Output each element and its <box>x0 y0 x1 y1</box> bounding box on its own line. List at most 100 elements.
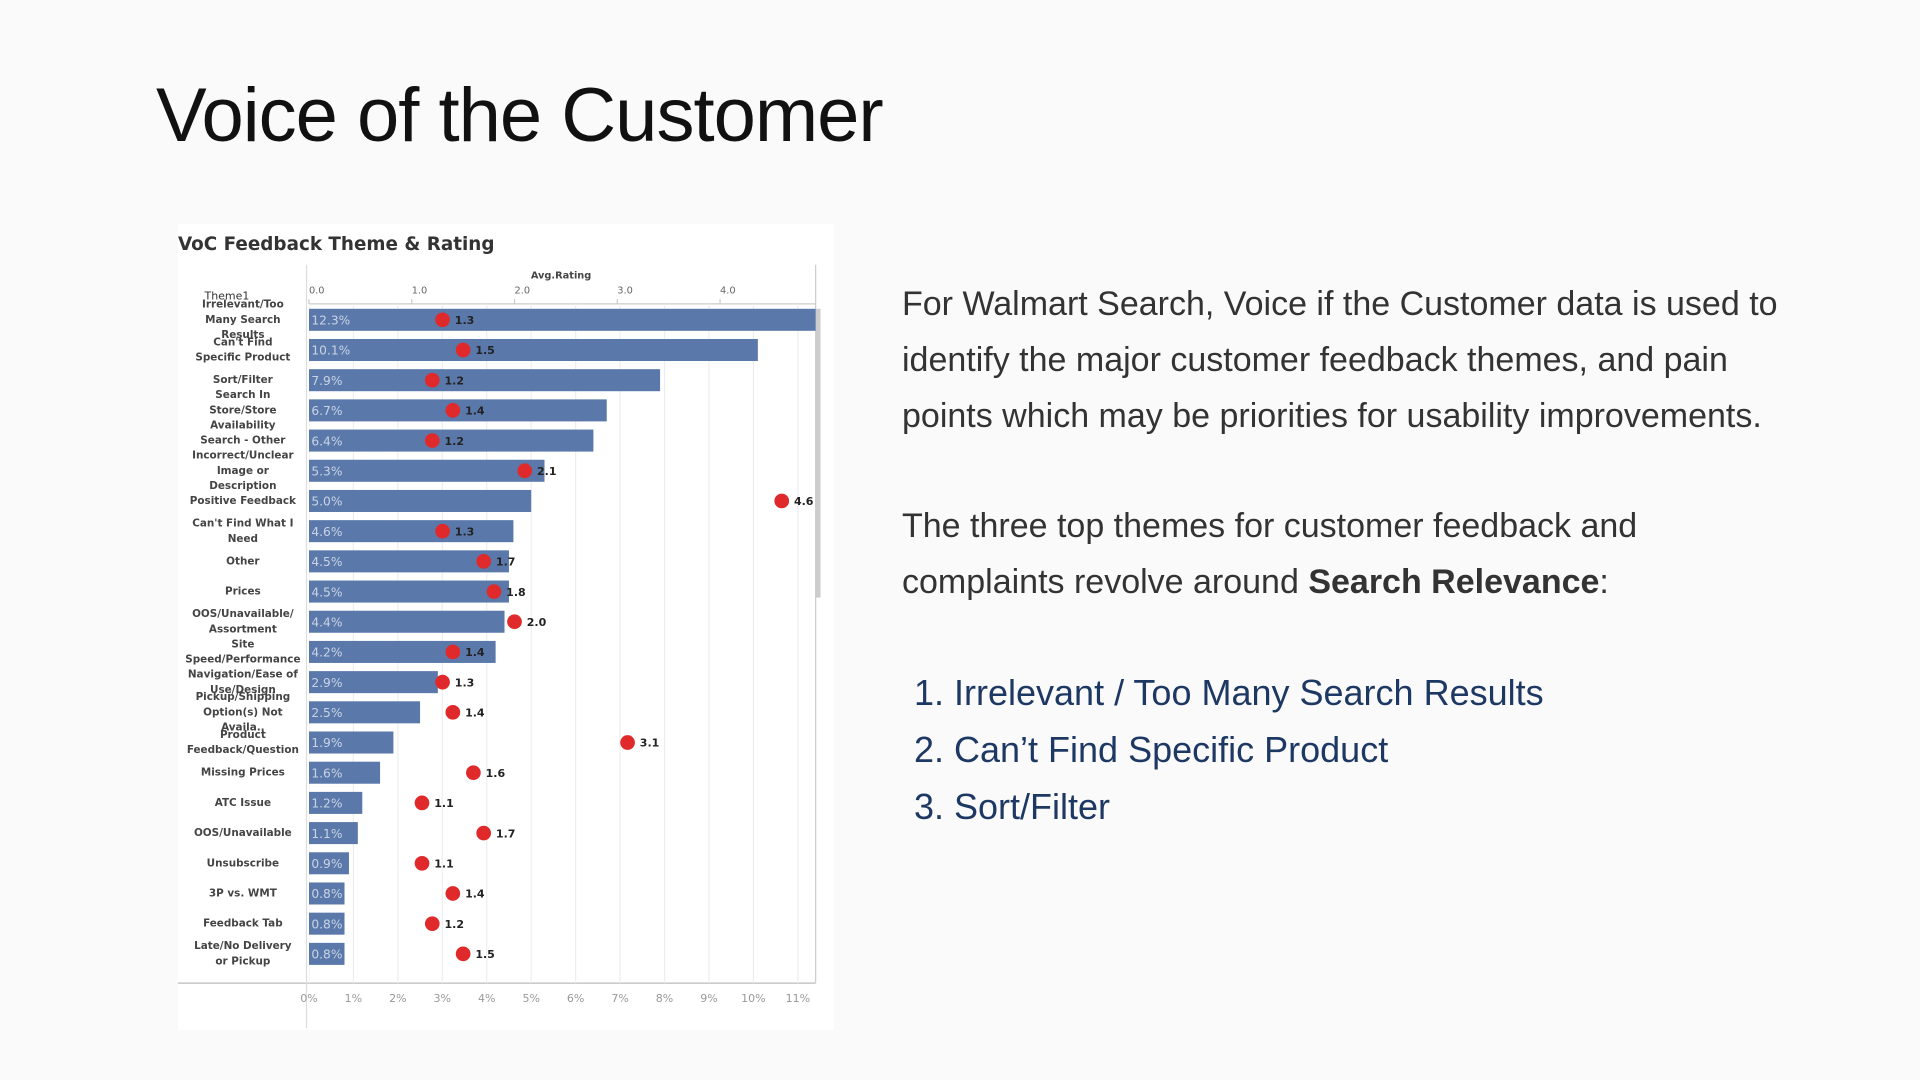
bar-label: 12.3% <box>311 314 350 328</box>
bar-label: 4.5% <box>311 555 342 569</box>
category-label: ATC Issue <box>215 797 271 809</box>
rating-label: 1.1 <box>434 797 454 810</box>
rating-dot <box>435 312 450 328</box>
category-label: Positive Feedback <box>190 495 297 507</box>
rating-label: 1.2 <box>445 435 465 448</box>
theme-item: Irrelevant / Too Many Search Results <box>954 664 1802 721</box>
lead-text: The three top themes for customer feedba… <box>902 507 1638 601</box>
bar <box>308 459 545 482</box>
rating-dot <box>455 946 471 962</box>
bar <box>308 580 509 603</box>
bar <box>308 489 532 512</box>
bar-label: 6.4% <box>311 434 342 448</box>
theme-list: Irrelevant / Too Many Search Results Can… <box>902 664 1802 835</box>
rating-dot <box>445 704 461 720</box>
rating-dot <box>445 644 461 660</box>
rating-dot <box>414 795 430 811</box>
rating-label: 1.5 <box>475 948 495 961</box>
bar-label: 4.6% <box>311 525 342 539</box>
rating-dot <box>445 886 461 901</box>
rating-dot <box>774 493 790 509</box>
category-label: Incorrect/Unclear Image or Description <box>192 449 294 492</box>
lead-end: : <box>1599 563 1609 601</box>
bar <box>308 369 661 392</box>
x2-tick-label: 0.0 <box>309 285 325 296</box>
bar <box>308 791 363 814</box>
rating-label: 1.4 <box>465 405 485 418</box>
bar <box>308 520 514 543</box>
bar <box>308 701 421 724</box>
x-tick-label: 3% <box>434 992 451 1005</box>
bar-label: 6.7% <box>311 404 342 418</box>
bar-label: 1.2% <box>311 797 342 811</box>
rating-label: 1.4 <box>465 707 485 720</box>
bar <box>308 610 505 633</box>
bar-label: 7.9% <box>311 374 342 388</box>
rating-label: 1.6 <box>486 767 506 780</box>
category-label: Prices <box>225 586 261 598</box>
rating-label: 1.7 <box>496 556 515 569</box>
bar <box>308 308 816 331</box>
rating-label: 2.0 <box>527 616 547 629</box>
x-tick-label: 5% <box>522 992 539 1005</box>
rating-label: 3.1 <box>640 737 660 750</box>
x-tick-label: 9% <box>700 992 717 1005</box>
rating-label: 1.7 <box>496 827 515 840</box>
bar-label: 0.8% <box>311 917 342 931</box>
category-label: OOS/Unavailable/Assortment <box>192 608 294 635</box>
rating-dot <box>486 584 502 599</box>
rating-label: 1.3 <box>455 525 475 538</box>
category-label: Can't Find Specific Product <box>195 336 290 363</box>
bar <box>308 852 349 875</box>
theme-item: Sort/Filter <box>954 778 1802 835</box>
bar <box>308 429 594 452</box>
rating-label: 1.3 <box>455 314 475 327</box>
rating-dot <box>435 523 450 539</box>
bar <box>308 671 438 694</box>
paragraph: For Walmart Search, Voice if the Custome… <box>902 285 1778 435</box>
bar-label: 10.1% <box>311 344 350 358</box>
x-tick-label: 11% <box>786 992 810 1005</box>
bar <box>308 550 509 573</box>
rating-dot <box>620 735 635 750</box>
bar <box>308 822 358 845</box>
lead-bold: Search Relevance <box>1308 563 1600 601</box>
rating-label: 1.2 <box>445 374 465 387</box>
scrollbar[interactable] <box>815 308 821 598</box>
rating-label: 4.6 <box>794 495 814 508</box>
x2-tick-label: 1.0 <box>412 285 428 296</box>
category-label: Site Speed/Performance <box>185 638 300 665</box>
category-label: Missing Prices <box>201 767 285 779</box>
rating-dot <box>424 433 440 448</box>
bar-label: 1.1% <box>311 827 342 841</box>
rating-label: 1.4 <box>465 646 485 659</box>
x-tick-label: 2% <box>389 992 406 1005</box>
slide-title: Voice of the Customer <box>156 73 884 158</box>
x-tick-label: 0% <box>300 992 317 1005</box>
category-label: Feedback Tab <box>203 918 283 930</box>
chart-title: VoC Feedback Theme & Rating <box>178 234 495 255</box>
rating-dot <box>476 825 492 841</box>
bar-label: 4.5% <box>311 585 342 599</box>
bar-label: 1.6% <box>311 766 342 780</box>
theme-item: Can’t Find Specific Product <box>954 721 1802 778</box>
bar-label: 4.4% <box>311 615 342 629</box>
rating-label: 1.5 <box>475 344 495 357</box>
rating-label: 1.1 <box>434 858 454 871</box>
category-label: Other <box>226 555 260 567</box>
rating-dot <box>435 674 450 690</box>
rating-dot <box>424 372 440 388</box>
bar-label: 0.9% <box>311 857 342 871</box>
category-label: Can't Find What I Need <box>192 518 293 545</box>
bar-label: 1.9% <box>311 736 342 750</box>
chart: VoC Feedback Theme & Rating Avg.Rating T… <box>178 224 834 1030</box>
rating-dot <box>507 614 522 630</box>
bar-label: 4.2% <box>311 646 342 660</box>
x2-tick-label: 4.0 <box>720 285 736 296</box>
x-tick-label: 1% <box>345 992 362 1005</box>
category-label: Pickup/Shipping Option(s) Not Availa.. <box>196 691 291 734</box>
rating-dot <box>517 463 533 479</box>
rating-dot <box>476 554 492 569</box>
bar <box>308 761 381 784</box>
